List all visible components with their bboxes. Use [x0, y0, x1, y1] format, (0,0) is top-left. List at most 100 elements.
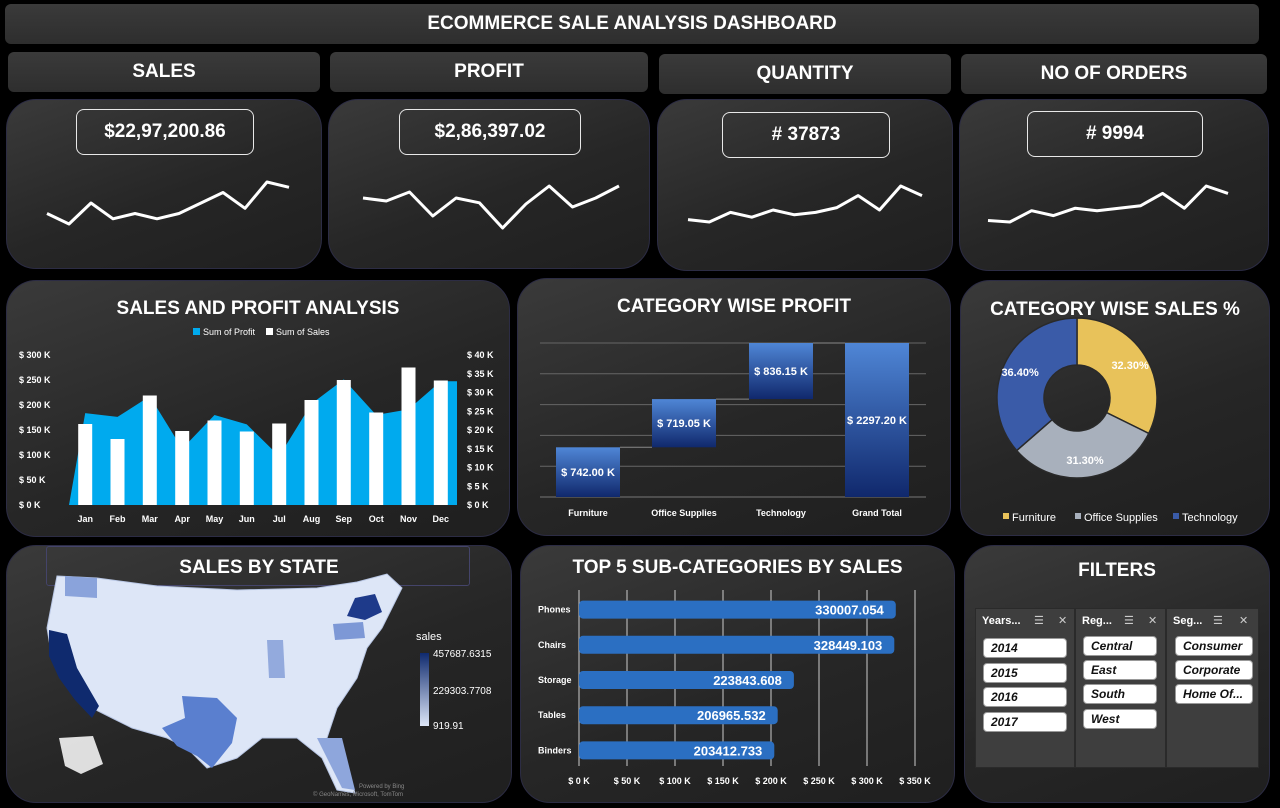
profit-sparkline	[362, 184, 620, 230]
y-left-tick: $ 250 K	[19, 375, 51, 385]
slicer-item-west[interactable]: West	[1083, 709, 1157, 729]
map-illinois	[267, 640, 285, 678]
sales-bar	[272, 423, 287, 505]
donut-legend-swatch	[1173, 513, 1179, 519]
state-title-box	[46, 546, 470, 586]
slicer-years-head: Years...	[982, 615, 1021, 627]
kpi-label-text: QUANTITY	[756, 63, 854, 84]
slicer-item-consumer[interactable]: Consumer	[1175, 636, 1253, 656]
y-right-tick: $ 15 K	[467, 444, 494, 454]
orders-sparkline	[987, 184, 1229, 224]
category-profit-panel: CATEGORY WISE PROFIT $ 742.00 K Furniture…	[517, 278, 951, 536]
sales-bar	[142, 395, 157, 505]
top5-chart: $ 0 K $ 50 K $ 100 K $ 150 K $ 200 K $ 250 K $…	[538, 590, 931, 786]
sales-bar	[304, 400, 319, 505]
donut-legend-swatch	[1003, 513, 1009, 519]
dashboard-title-bar: ECOMMERCE SALE ANALYSIS DASHBOARD	[5, 4, 1259, 44]
x-tick-label: Jun	[239, 514, 255, 524]
waterfall-rect	[652, 399, 716, 448]
y-right-tick: $ 10 K	[467, 463, 494, 473]
slicer-item-home-office[interactable]: Home Of...	[1175, 684, 1253, 704]
waterfall-bar: $ 719.05 K	[652, 399, 716, 448]
donut-legend-swatch	[1075, 513, 1081, 519]
waterfall-data-label: $ 836.15 K	[754, 366, 808, 378]
map-alaska	[59, 736, 103, 774]
top5-category-label: Storage	[538, 675, 572, 685]
sparkline-path	[687, 184, 923, 224]
sales-bar	[401, 367, 416, 505]
x-tick-label: Dec	[433, 514, 450, 524]
donut-slice	[1015, 411, 1150, 479]
category-profit-chart: $ 742.00 K Furniture $ 719.05 K Office Supp…	[540, 342, 926, 518]
category-sales-panel: CATEGORY WISE SALES % 32.30% 31.30% 36.40%…	[960, 280, 1270, 536]
waterfall-data-label: $ 742.00 K	[561, 467, 615, 479]
map-credit-bing: Powered by Bing	[359, 784, 405, 790]
kpi-label-profit: PROFIT	[330, 52, 648, 92]
waterfall-rect	[845, 343, 909, 497]
clear-filter-icon[interactable]: ✕	[1148, 615, 1158, 627]
map-landmass	[46, 573, 403, 794]
y-right-tick: $ 35 K	[467, 369, 494, 379]
top5-data-label: 330007.054	[815, 603, 884, 618]
top5-data-label: 203412.733	[694, 743, 763, 758]
slicer-item-2014[interactable]: 2014	[983, 638, 1067, 658]
clear-filter-icon[interactable]: ✕	[1058, 615, 1068, 627]
map-legend-mid: 229303.7708	[433, 686, 492, 697]
legend-swatch-profit	[193, 328, 200, 335]
x-tick-label: Oct	[369, 514, 384, 524]
donut-legend-label: Technology	[1182, 512, 1238, 524]
top5-category-label: Phones	[538, 605, 571, 615]
top5-bar	[579, 741, 775, 760]
y-left-tick: $ 0 K	[19, 500, 41, 510]
kpi-card-sales: $22,97,200.86	[6, 99, 322, 269]
donut-data-label: 31.30%	[1066, 455, 1104, 467]
dashboard-title: ECOMMERCE SALE ANALYSIS DASHBOARD	[427, 13, 837, 34]
y-right-tick: $ 0 K	[467, 500, 489, 510]
waterfall-data-label: $ 719.05 K	[657, 418, 711, 430]
top5-data-label: 206965.532	[697, 708, 766, 723]
top5-bar	[579, 671, 794, 689]
sales-bar	[336, 380, 351, 505]
slicer-item-corporate[interactable]: Corporate	[1175, 660, 1253, 680]
waterfall-category-label: Furniture	[568, 508, 608, 518]
x-tick-label: $ 100 K	[659, 776, 691, 786]
map-legend-min: 919.91	[433, 721, 464, 732]
y-left-tick: $ 200 K	[19, 400, 51, 410]
y-left-tick: $ 300 K	[19, 350, 51, 360]
multiselect-icon[interactable]: ☰	[1213, 615, 1223, 627]
top5-panel: TOP 5 SUB-CATEGORIES BY SALES $ 0 K $ 50 …	[520, 545, 955, 803]
map-california	[49, 630, 99, 718]
sales-sparkline	[46, 180, 290, 226]
quantity-sparkline	[687, 184, 923, 224]
sales-bar	[369, 412, 384, 505]
sparkline-path	[46, 180, 290, 226]
donut-legend-label: Office Supplies	[1084, 512, 1158, 524]
slicer-item-east[interactable]: East	[1083, 660, 1157, 680]
slicer-item-2017[interactable]: 2017	[983, 712, 1067, 732]
sales-profit-title: SALES AND PROFIT ANALYSIS	[116, 298, 400, 319]
top5-category-label: Tables	[538, 710, 566, 720]
x-tick-label: $ 350 K	[899, 776, 931, 786]
slicer-item-2015[interactable]: 2015	[983, 663, 1067, 683]
clear-filter-icon[interactable]: ✕	[1239, 615, 1249, 627]
kpi-label-orders: NO OF ORDERS	[961, 54, 1267, 94]
slicer-segment: Seg... ☰ ✕ Consumer Corporate Home Of...	[1166, 608, 1259, 768]
top5-category-label: Binders	[538, 745, 572, 755]
slicer-item-2016[interactable]: 2016	[983, 687, 1067, 707]
kpi-value-orders: # 9994	[1027, 111, 1203, 157]
x-tick-label: Sep	[336, 514, 353, 524]
multiselect-icon[interactable]: ☰	[1034, 615, 1044, 627]
kpi-card-profit: $2,86,397.02	[328, 99, 650, 269]
slicer-item-south[interactable]: South	[1083, 684, 1157, 704]
slicer-item-central[interactable]: Central	[1083, 636, 1157, 656]
map-credit-geo: © GeoNames, Microsoft, TomTom	[313, 792, 403, 798]
map-washington	[65, 576, 97, 598]
waterfall-category-label: Grand Total	[852, 508, 902, 518]
us-map	[46, 573, 403, 794]
multiselect-icon[interactable]: ☰	[1124, 615, 1134, 627]
slicer-region: Reg... ☰ ✕ Central East South West	[1075, 608, 1166, 768]
top5-bar	[579, 706, 778, 725]
profit-area	[69, 379, 457, 505]
waterfall-bar: $ 742.00 K	[556, 447, 620, 497]
category-profit-title: CATEGORY WISE PROFIT	[617, 296, 851, 317]
